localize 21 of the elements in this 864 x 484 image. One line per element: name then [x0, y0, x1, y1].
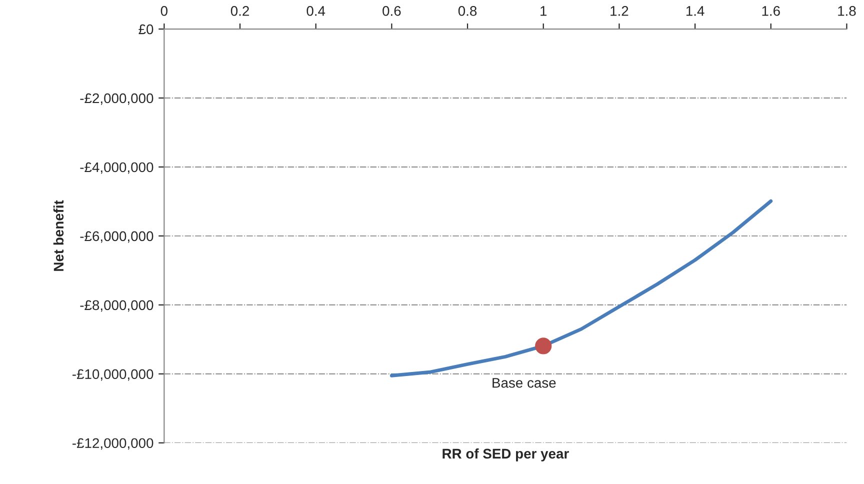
x-tick-label: 1.8 [838, 6, 856, 16]
y-axis-title: Net benefit [53, 200, 64, 271]
x-tick-label: 0.2 [230, 6, 249, 16]
x-tick-label: 1 [540, 6, 547, 16]
x-tick-label: 0.6 [382, 6, 401, 16]
annotation: Base case [492, 378, 556, 388]
y-tick-label: -£8,000,000 [80, 300, 154, 312]
y-tick-label: -£4,000,000 [80, 162, 154, 174]
line-series [390, 199, 773, 378]
x-tick-label: 0 [160, 6, 168, 16]
x-tick-label: 0.8 [458, 6, 477, 16]
y-tick-label: -£2,000,000 [80, 93, 154, 105]
x-tick-label: 1.2 [610, 6, 628, 16]
x-tick-label: 0.4 [306, 6, 326, 16]
x-axis-title: RR of SED per year [442, 448, 569, 462]
y-tick-label: -£10,000,000 [72, 369, 154, 381]
y-tick-label: £0 [138, 24, 154, 34]
x-tick-label: 1.6 [762, 6, 780, 16]
y-tick-label: -£6,000,000 [80, 231, 154, 243]
y-tick-label: -£12,000,000 [72, 438, 154, 450]
x-tick-label: 1.4 [686, 6, 704, 16]
